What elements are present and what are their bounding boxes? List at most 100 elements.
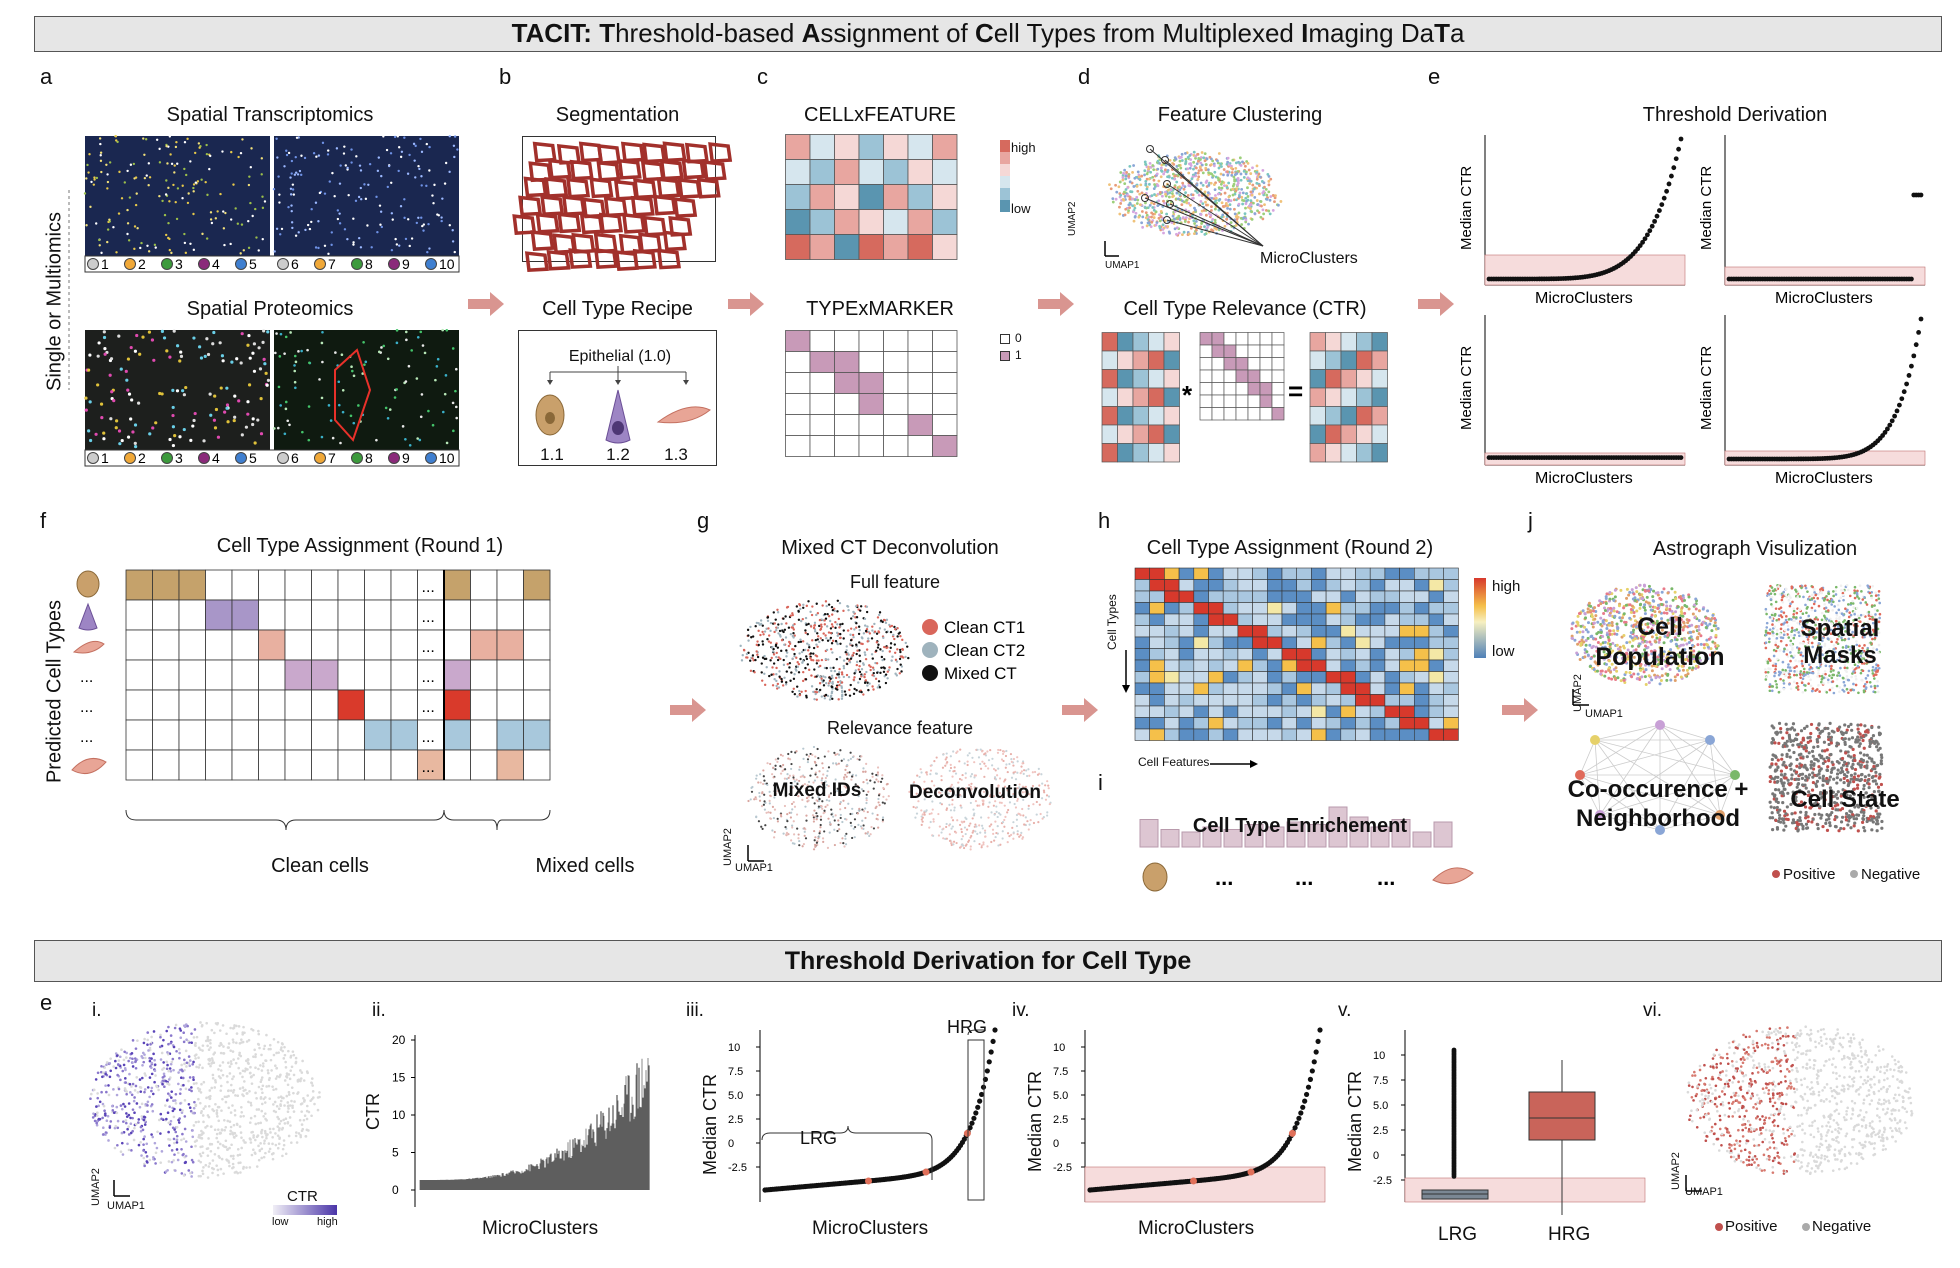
g-full-dot [877,630,880,633]
fc-dot [1217,152,1221,155]
g-full-dot [855,688,858,692]
st-dot [192,183,196,186]
r2-cell [1193,579,1209,592]
mini-point [1664,188,1669,194]
sp-dot [168,355,172,359]
g-full-dot [876,646,880,649]
g-rel-dot [781,754,784,757]
j-pop-dot [1591,625,1595,629]
g-rel-dot [815,841,819,844]
g-rel-dot [763,808,767,811]
arrow-a-b [468,292,504,316]
sp-dot [212,418,217,422]
title-round2: Cell Type Assignment (Round 2) [1146,537,1434,559]
st-dot [412,142,416,146]
st-dot [261,237,264,241]
r2-cell [1340,648,1356,661]
sp-dot [198,345,202,349]
cf-cell [932,209,958,235]
g-full-dot [848,661,852,664]
r2-cell [1325,694,1342,707]
g-rel-dot [836,829,839,833]
r2-cell [1267,671,1283,684]
fc-dot [1237,202,1241,206]
st-dot [83,192,87,195]
j-pop-dot [1643,632,1647,636]
fc-dot [1242,176,1246,179]
mini-point [1645,232,1650,238]
st-dot [408,244,411,248]
r1-cell [337,599,365,631]
r2-cell [1413,602,1430,615]
st-dot [247,219,250,223]
r1-cell [337,569,365,601]
cf-cell [907,209,933,235]
ctr-cell [1247,382,1261,396]
g-full-dot [894,627,897,631]
g-full-dot [804,678,808,681]
st-dot [380,174,383,178]
fc-dot [1226,206,1229,210]
fc-dot [1203,152,1207,156]
fc-dot [1203,190,1207,194]
g-full-dot [818,682,822,685]
fc-dot [1217,199,1221,202]
r2-cell [1267,636,1283,649]
g-rel-dot [858,807,861,810]
sp-dot [103,352,107,356]
g-rel-dot [876,771,880,774]
sp-dot [248,356,252,360]
g-rel-dot [1010,776,1014,779]
st-dot [380,225,384,229]
fc-dot [1238,191,1242,195]
r1-cell [258,659,286,691]
fc-dot [1227,163,1231,167]
sp-dot [263,362,267,366]
g-rel-dot [955,841,958,845]
r2-cell [1355,567,1371,580]
g-full-dot [899,655,903,658]
g-rel-dot [949,809,953,812]
ctr-cell [1223,344,1237,358]
sp-dot [99,402,104,406]
g-rel-dot [839,808,842,811]
g-rel-dot [961,835,964,838]
g-full-dot [889,646,892,650]
j-pop-dot [1676,673,1680,677]
g-rel-dot [945,752,948,755]
g-rel-dot [968,824,971,827]
st-dot [436,213,439,216]
st-dot [164,233,168,237]
g-full-dot [805,623,808,626]
fc-dot [1127,209,1130,213]
sp-dot [408,443,412,447]
g-full-dot [842,629,845,632]
st-dot [139,246,142,250]
g-full-dot [883,645,886,649]
st-dot [185,173,188,177]
fc-dot [1220,215,1224,219]
r1-cell [258,689,286,721]
tm-cell [883,351,909,373]
j-pop-dot [1713,650,1717,654]
sp-dot [124,369,128,373]
seg-cell [535,212,560,234]
j-pop-dot [1642,657,1646,661]
g-full-dot [759,633,762,637]
g-full-dot [837,617,841,621]
g-rel-dot [873,781,876,784]
st-dot [260,173,263,176]
r2-cell [1252,659,1268,672]
g-rel-dot [833,819,836,822]
r2-cell [1355,625,1371,638]
g-full-dot [861,637,864,640]
label-enrichment: Cell Type Enrichement [1192,815,1408,837]
ctr-cell [1163,387,1180,407]
j-pop-dot [1648,629,1652,633]
r1-cell [496,599,524,631]
j-pop-dot [1607,676,1611,680]
r2-cell [1355,579,1371,592]
j-pop-dot [1643,606,1647,610]
g-rel-dot [964,844,967,847]
g-rel-dot [973,761,976,764]
